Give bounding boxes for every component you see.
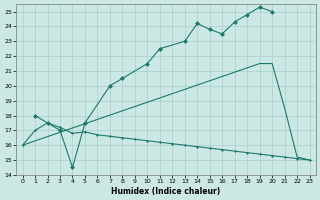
X-axis label: Humidex (Indice chaleur): Humidex (Indice chaleur) — [111, 187, 221, 196]
